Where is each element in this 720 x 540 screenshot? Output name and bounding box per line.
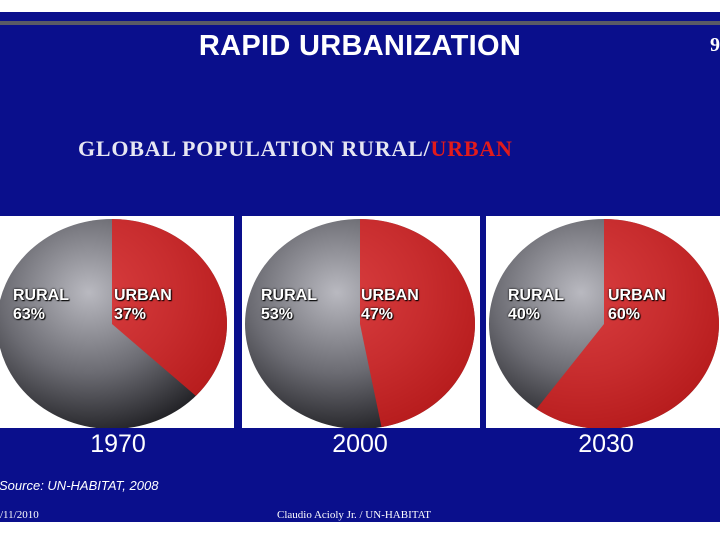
rural-label-1970: RURAL 63%	[13, 286, 69, 324]
urban-value-2000: 47%	[361, 306, 394, 323]
pie-panel-2000: RURAL 53% URBAN 47%	[242, 216, 480, 428]
year-label-1970: 1970	[90, 430, 146, 458]
page-number: 9	[710, 34, 720, 56]
pie-chart-2030	[489, 219, 719, 428]
urban-value-2030: 60%	[608, 306, 641, 323]
rural-label-2030: RURAL 40%	[508, 286, 564, 324]
pie-panel-2030: RURAL 40% URBAN 60%	[486, 216, 720, 428]
pie-chart-2000	[245, 219, 476, 428]
urban-name-1970: URBAN	[114, 287, 172, 304]
source-note: Source: UN-HABITAT, 2008	[0, 478, 159, 493]
rural-label-2000: RURAL 53%	[261, 286, 317, 324]
subtitle-urban: URBAN	[430, 136, 513, 161]
urban-label-2030: URBAN 60%	[608, 286, 666, 324]
urban-name-2000: URBAN	[361, 287, 419, 304]
chart-subtitle: GLOBAL POPULATION RURAL/URBAN	[78, 136, 513, 162]
top-divider	[0, 21, 720, 25]
rural-name-1970: RURAL	[13, 287, 69, 304]
urban-slice-2030	[536, 219, 719, 428]
slide-title: RAPID URBANIZATION	[198, 30, 522, 62]
slide: 9 RAPID URBANIZATION GLOBAL POPULATION R…	[0, 12, 720, 522]
subtitle-rural: GLOBAL POPULATION RURAL/	[78, 136, 431, 161]
urban-slice-2000	[360, 219, 476, 428]
urban-slice-1970	[112, 219, 227, 396]
rural-value-2000: 53%	[261, 306, 294, 323]
pie-chart-1970	[0, 219, 227, 428]
year-label-2030: 2030	[578, 430, 634, 458]
rural-value-2030: 40%	[508, 306, 541, 323]
urban-value-1970: 37%	[114, 306, 147, 323]
year-label-2000: 2000	[332, 430, 388, 458]
rural-name-2030: RURAL	[508, 287, 564, 304]
pie-panel-1970: RURAL 63% URBAN 37%	[0, 216, 234, 428]
footer-date: /11/2010	[0, 509, 39, 521]
urban-label-1970: URBAN 37%	[114, 286, 172, 324]
rural-name-2000: RURAL	[261, 287, 317, 304]
urban-name-2030: URBAN	[608, 287, 666, 304]
rural-value-1970: 63%	[13, 306, 46, 323]
urban-label-2000: URBAN 47%	[361, 286, 419, 324]
footer-author: Claudio Acioly Jr. / UN-HABITAT	[277, 509, 432, 521]
